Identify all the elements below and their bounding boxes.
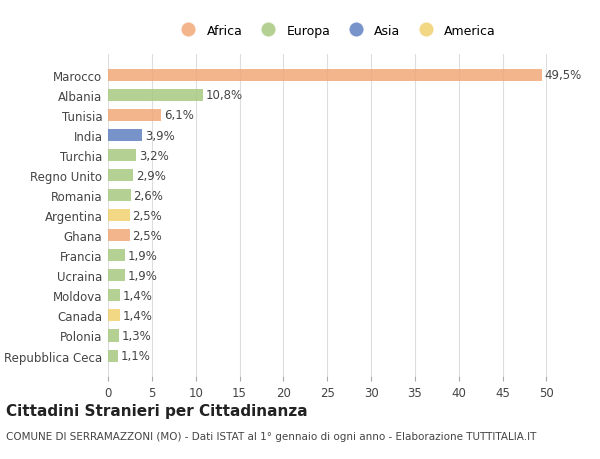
Text: 2,5%: 2,5% bbox=[133, 209, 163, 222]
Bar bbox=[108, 170, 133, 182]
Bar bbox=[108, 230, 130, 242]
Text: 3,9%: 3,9% bbox=[145, 129, 175, 142]
Bar bbox=[108, 150, 136, 162]
Bar bbox=[108, 130, 142, 142]
Text: 6,1%: 6,1% bbox=[164, 109, 194, 122]
Text: 1,9%: 1,9% bbox=[127, 249, 157, 262]
Bar bbox=[108, 70, 542, 82]
Bar bbox=[108, 270, 125, 282]
Text: 1,1%: 1,1% bbox=[120, 349, 150, 362]
Text: COMUNE DI SERRAMAZZONI (MO) - Dati ISTAT al 1° gennaio di ogni anno - Elaborazio: COMUNE DI SERRAMAZZONI (MO) - Dati ISTAT… bbox=[6, 431, 536, 441]
Text: Cittadini Stranieri per Cittadinanza: Cittadini Stranieri per Cittadinanza bbox=[6, 403, 308, 418]
Text: 2,6%: 2,6% bbox=[133, 189, 163, 202]
Bar bbox=[108, 330, 119, 342]
Legend: Africa, Europa, Asia, America: Africa, Europa, Asia, America bbox=[171, 20, 501, 43]
Bar bbox=[108, 250, 125, 262]
Text: 1,4%: 1,4% bbox=[123, 289, 153, 302]
Bar bbox=[108, 110, 161, 122]
Text: 1,9%: 1,9% bbox=[127, 269, 157, 282]
Text: 1,4%: 1,4% bbox=[123, 309, 153, 322]
Text: 2,9%: 2,9% bbox=[136, 169, 166, 182]
Text: 2,5%: 2,5% bbox=[133, 229, 163, 242]
Text: 1,3%: 1,3% bbox=[122, 329, 152, 342]
Bar bbox=[108, 190, 131, 202]
Bar bbox=[108, 210, 130, 222]
Bar bbox=[108, 90, 203, 102]
Text: 10,8%: 10,8% bbox=[205, 89, 242, 102]
Bar bbox=[108, 350, 118, 362]
Text: 49,5%: 49,5% bbox=[545, 69, 582, 82]
Bar bbox=[108, 290, 120, 302]
Text: 3,2%: 3,2% bbox=[139, 149, 169, 162]
Bar bbox=[108, 310, 120, 322]
